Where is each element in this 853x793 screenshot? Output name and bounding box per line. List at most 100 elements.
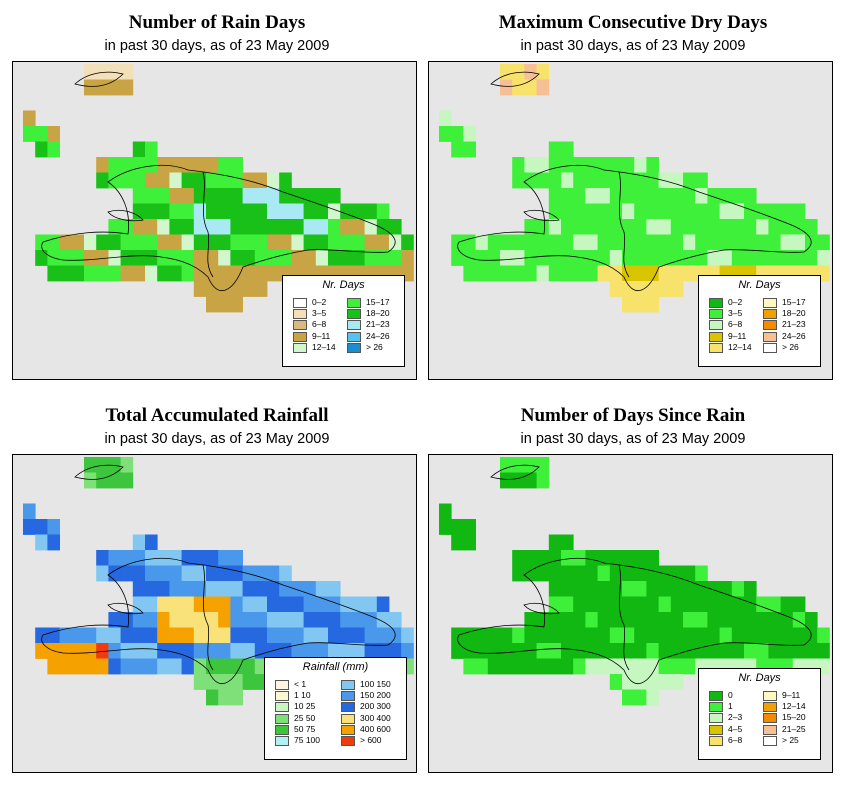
map-grid-cell [145,188,158,204]
map-grid-cell [695,172,708,189]
map-grid-cell [597,250,611,266]
legend-swatch [293,320,307,331]
map-grid-cell [756,627,769,644]
map-grid-cell [500,64,513,80]
map-grid-cell [683,219,696,235]
map-grid-cell [267,612,280,628]
panel-subtitle: in past 30 days, as of 23 May 2009 [520,38,746,54]
map-grid-cell [254,219,268,235]
map-grid-cell [670,203,684,220]
map-grid-cell [646,157,659,173]
map-grid-cell [328,203,341,220]
map-grid-cell [658,188,672,204]
map-grid-cell [536,157,550,173]
map-grid-cell [120,643,134,659]
map-grid-cell [646,596,659,613]
map-grid-cell [315,219,329,235]
map-grid-cell [658,674,672,690]
map-grid-cell [573,188,586,204]
map-grid-cell [487,234,501,251]
map-grid-cell [756,250,769,266]
map-grid-cell [193,234,207,251]
map-grid-cell [169,157,182,173]
map-grid-cell [218,188,231,204]
map-grid-cell [108,643,121,659]
map-grid-cell [291,643,304,659]
map-grid-cell [512,643,525,659]
gulf-outline [107,602,144,615]
map-grid-cell [597,219,611,235]
map-grid-cell [169,250,182,266]
map-grid-cell [340,612,353,628]
legend-swatch [763,309,777,320]
map-grid-cell [512,265,525,282]
map-grid-cell [279,250,292,266]
map-grid-cell [145,565,158,582]
map-grid-cell [193,250,207,266]
map-grid-cell [634,674,647,690]
map-grid-cell [47,265,60,282]
map-grid-days-since-rain [439,457,830,706]
map-grid-cell [475,627,489,644]
map-grid-cell [230,658,243,675]
legend-label: > 25 [782,734,799,745]
map-grid-cell [206,281,219,297]
gulf-outline [523,209,560,222]
map-grid-cell [548,250,562,266]
legend-swatch [275,736,289,746]
map-grid-cell [634,296,647,313]
map-grid-cell [707,188,720,204]
map-grid-cell [658,234,672,251]
map-grid-cell [401,250,414,266]
map-grid-cell [120,550,134,566]
map-grid-cell [585,188,598,204]
map-grid-cell [193,265,207,282]
legend-swatch [347,309,361,320]
legend-swatch [347,342,361,353]
map-grid-cell [206,643,219,659]
map-grid-cell [169,565,182,582]
map-grid-cell [463,126,476,142]
map-grid-cell [780,627,794,644]
legend-label: 12–14 [728,341,752,352]
map-grid-cell [683,234,696,251]
map-grid-cell [364,612,378,628]
map-grid-cell [145,627,158,644]
map-grid-cell [242,674,256,690]
map-grid-cell [780,250,794,266]
map-grid-cell [181,219,195,235]
country-border [202,171,214,278]
map-grid-cell [561,234,574,251]
map-grid-cell [401,234,414,251]
legend-label: 200 300 [360,701,391,712]
map-grid-cell [609,188,623,204]
map-grid-cell [597,565,611,582]
map-grid-cell [181,265,195,282]
map-grid-cell [744,643,757,659]
map-grid-cell [573,250,586,266]
map-grid-cell [585,596,598,613]
map-grid-cell [157,627,170,644]
map-grid-cell [279,596,292,613]
map-grid-cell [622,296,635,313]
map-grid-cell [634,689,647,706]
map-grid-cell [609,643,623,659]
map-grid-cell [132,627,146,644]
map-grid-cell [230,689,243,706]
map-grid-cell [622,234,635,251]
map-grid-cell [609,596,623,613]
map-grid-cell [96,64,109,80]
island-outline [490,464,540,480]
map-grid-cell [658,281,672,297]
legend-label: 18–20 [366,308,390,319]
map-grid-cell [585,172,598,189]
map-grid-cell [536,565,550,582]
map-grid-cell [206,265,219,282]
map-grid-cell [524,79,537,96]
map-grid-cell [463,234,476,251]
map-grid-cell [512,157,525,173]
map-grid-cell [47,627,60,644]
legend-label: 150 200 [360,690,391,701]
map-grid-cell [35,234,48,251]
map-grid-cell [145,612,158,628]
